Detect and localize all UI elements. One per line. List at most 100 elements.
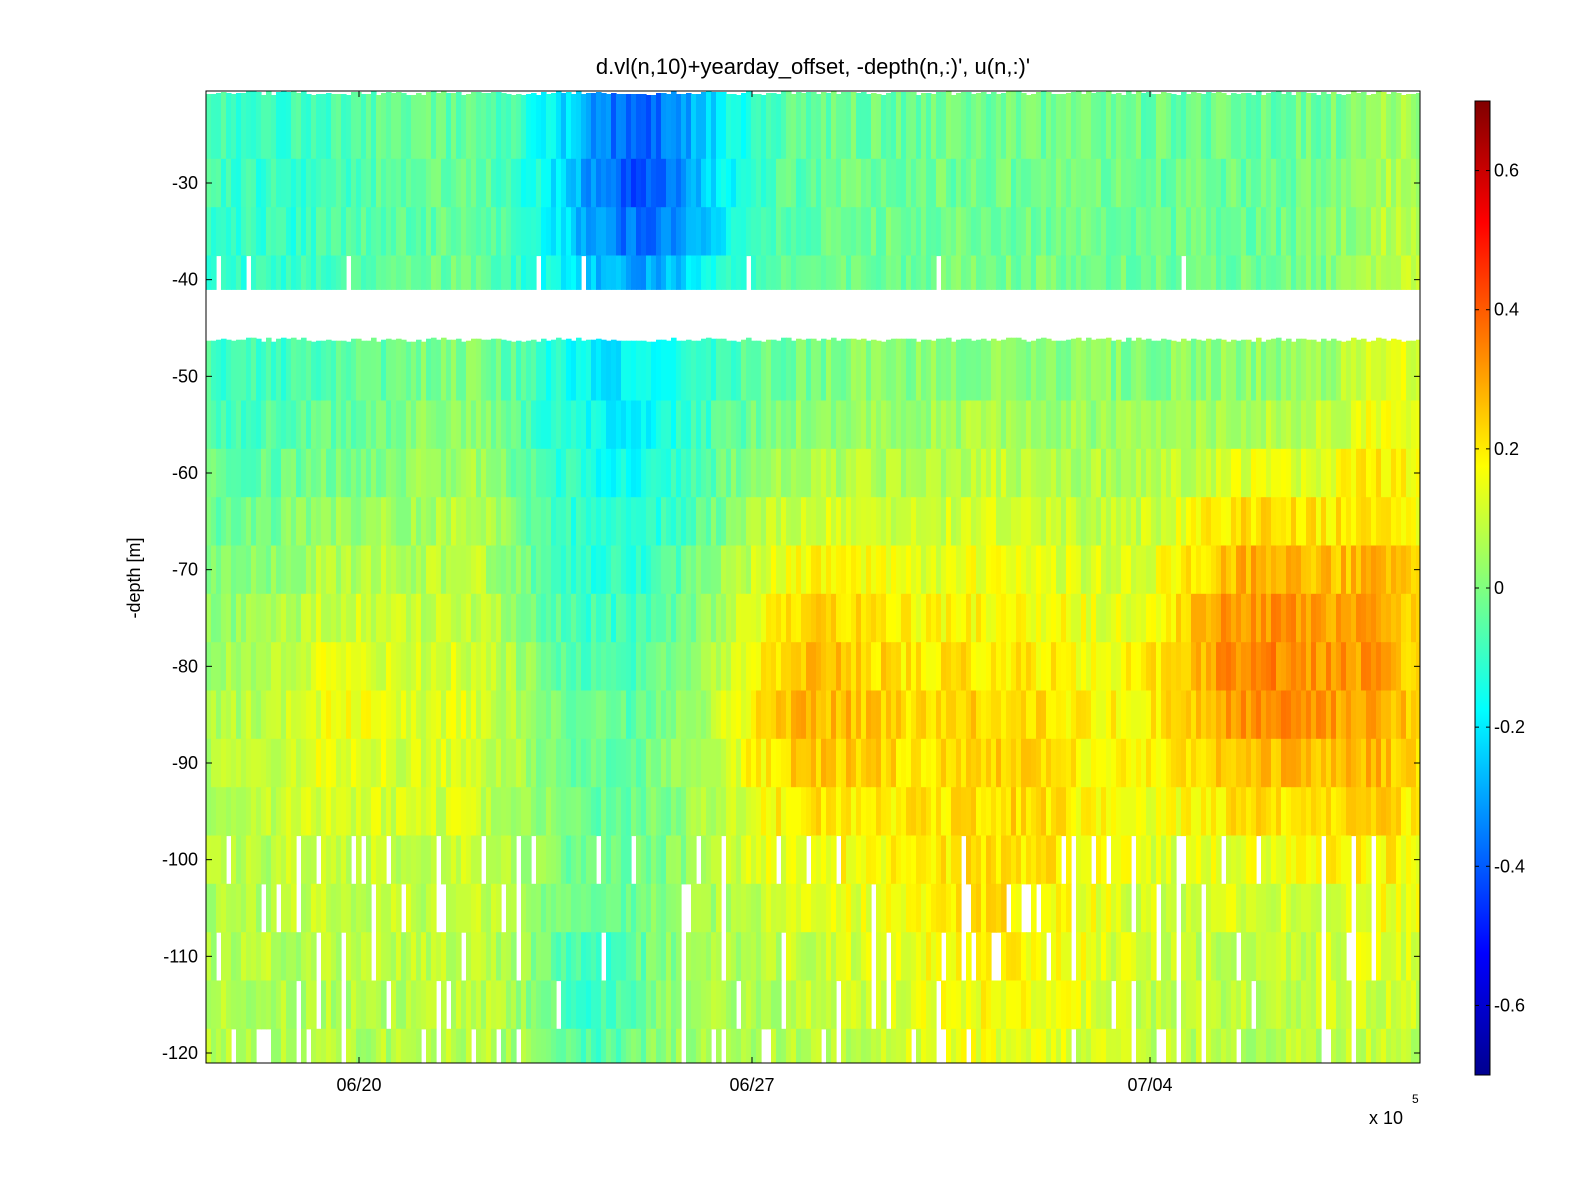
heatmap-cell — [691, 1028, 697, 1063]
heatmap-cell — [1141, 255, 1147, 290]
heatmap-cell — [381, 207, 387, 257]
heatmap-cell — [1021, 690, 1027, 740]
heatmap-cell — [971, 980, 977, 1030]
heatmap-cell — [891, 92, 897, 160]
heatmap-cell — [491, 497, 497, 547]
heatmap-cell — [1391, 497, 1397, 547]
heatmap-cell — [366, 593, 372, 643]
heatmap-cell — [396, 255, 402, 290]
heatmap-cell — [906, 207, 912, 257]
heatmap-cell — [566, 338, 572, 402]
heatmap-cell — [821, 738, 827, 788]
heatmap-cell — [796, 835, 802, 885]
heatmap-cell — [1361, 92, 1367, 160]
heatmap-cell — [236, 158, 242, 208]
heatmap-cell — [1166, 339, 1172, 402]
heatmap-cell — [206, 255, 212, 290]
heatmap-cell — [236, 883, 242, 933]
heatmap-cell — [1071, 158, 1077, 208]
heatmap-cell — [516, 787, 522, 837]
heatmap-cell — [1186, 497, 1192, 547]
heatmap-cell — [361, 1028, 367, 1063]
heatmap-cell — [1206, 690, 1212, 740]
heatmap-cell — [651, 1028, 657, 1063]
heatmap-cell — [371, 787, 377, 837]
heatmap-cell — [311, 835, 317, 885]
heatmap-cell — [1381, 787, 1387, 837]
heatmap-cell — [496, 642, 502, 692]
heatmap-cell — [1261, 400, 1267, 450]
heatmap-cell — [1181, 642, 1187, 692]
heatmap-cell — [1146, 400, 1152, 450]
heatmap-cell — [306, 448, 312, 498]
heatmap-cell — [1056, 787, 1062, 837]
heatmap-cell — [1221, 932, 1227, 982]
heatmap-cell — [1076, 337, 1082, 402]
heatmap-cell — [476, 545, 482, 595]
heatmap-cell — [1031, 545, 1037, 595]
heatmap-cell — [556, 593, 562, 643]
heatmap-cell — [406, 690, 412, 740]
heatmap-cell — [371, 497, 377, 547]
heatmap-cell — [851, 497, 857, 547]
heatmap-cell — [231, 340, 237, 402]
heatmap-cell — [826, 339, 832, 402]
heatmap-cell — [841, 158, 847, 208]
heatmap-cell — [811, 448, 817, 498]
heatmap-cell — [1416, 787, 1420, 837]
heatmap-cell — [1026, 690, 1032, 740]
heatmap-cell — [636, 642, 642, 692]
heatmap-cell — [571, 448, 577, 498]
heatmap-cell — [291, 337, 297, 402]
heatmap-cell — [366, 94, 372, 160]
heatmap-cell — [1066, 883, 1072, 933]
heatmap-cell — [911, 690, 917, 740]
heatmap-cell — [1401, 787, 1407, 837]
heatmap-cell — [1036, 787, 1042, 837]
heatmap-cell — [1141, 980, 1147, 1030]
heatmap-cell — [456, 932, 462, 982]
heatmap-cell — [1021, 207, 1027, 257]
heatmap-cell — [1306, 93, 1312, 160]
heatmap-cell — [621, 340, 627, 402]
heatmap-cell — [1326, 158, 1332, 208]
heatmap-cell — [361, 883, 367, 933]
heatmap-cell — [331, 980, 337, 1030]
heatmap-cell — [1056, 400, 1062, 450]
heatmap-cell — [251, 883, 257, 933]
heatmap-cell — [281, 932, 287, 982]
heatmap-cell — [1291, 835, 1297, 885]
heatmap-cell — [1176, 448, 1182, 498]
heatmap-cell — [961, 787, 967, 837]
heatmap-cell — [856, 448, 862, 498]
heatmap-cell — [1056, 642, 1062, 692]
heatmap-cell — [376, 642, 382, 692]
heatmap-cell — [656, 787, 662, 837]
heatmap-cell — [786, 207, 792, 257]
heatmap-cell — [1166, 738, 1172, 788]
heatmap-cell — [1396, 738, 1402, 788]
heatmap-cell — [866, 1028, 872, 1063]
heatmap-cell — [956, 1028, 962, 1063]
heatmap-cell — [481, 883, 487, 933]
heatmap-cell — [561, 448, 567, 498]
heatmap-cell — [681, 255, 687, 290]
heatmap-cell — [901, 158, 907, 208]
heatmap-cell — [466, 835, 472, 885]
heatmap-cell — [911, 92, 917, 160]
heatmap-cell — [951, 787, 957, 837]
heatmap-cell — [971, 158, 977, 208]
heatmap-cell — [801, 1028, 807, 1063]
heatmap-cell — [1286, 642, 1292, 692]
heatmap-cell — [1146, 690, 1152, 740]
heatmap-cell — [596, 92, 602, 160]
heatmap-cell — [1346, 642, 1352, 692]
heatmap-cell — [456, 980, 462, 1030]
heatmap-cell — [356, 448, 362, 498]
heatmap-cell — [761, 593, 767, 643]
heatmap-cell — [961, 738, 967, 788]
heatmap-cell — [1216, 738, 1222, 788]
heatmap-cell — [526, 883, 532, 933]
heatmap-cell — [1011, 738, 1017, 788]
heatmap-cell — [1336, 642, 1342, 692]
